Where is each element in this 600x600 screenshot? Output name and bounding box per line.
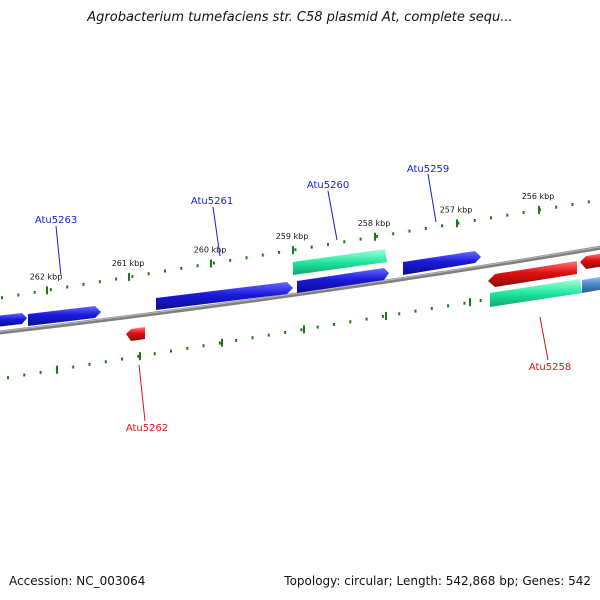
gene-label-atu5263[interactable]: Atu5263 bbox=[35, 215, 77, 226]
gene-arrow[interactable] bbox=[0, 313, 27, 327]
forward-genes bbox=[0, 249, 481, 327]
gene-arrow[interactable] bbox=[28, 306, 101, 326]
map-title: Agrobacterium tumefaciens str. C58 plasm… bbox=[87, 10, 513, 25]
gene-arrow[interactable] bbox=[297, 268, 389, 293]
scale-label: 259 kbp bbox=[276, 232, 309, 241]
sequence-summary: Topology: circular; Length: 542,868 bp; … bbox=[284, 574, 591, 588]
gene-label-atu5262[interactable]: Atu5262 bbox=[126, 423, 168, 434]
reverse-genes bbox=[126, 253, 600, 341]
gene-label-atu5258[interactable]: Atu5258 bbox=[529, 362, 571, 373]
gene-arrow[interactable] bbox=[490, 279, 582, 307]
scale-label: 257 kbp bbox=[440, 205, 473, 214]
gene-label-atu5259[interactable]: Atu5259 bbox=[407, 164, 449, 175]
scale-label: 261 kbp bbox=[112, 259, 145, 268]
gene-arrow[interactable] bbox=[156, 282, 293, 310]
gene-arrow[interactable] bbox=[126, 327, 145, 341]
gene-arrow[interactable] bbox=[403, 251, 481, 275]
scale-label: 260 kbp bbox=[194, 246, 227, 255]
sequence-backbone-highlight bbox=[0, 246, 600, 332]
gene-arrow[interactable] bbox=[582, 276, 600, 293]
sequence-backbone bbox=[0, 245, 600, 335]
gene-leaders bbox=[55, 173, 549, 422]
scale-label: 258 kbp bbox=[358, 219, 391, 228]
gene-label-atu5261[interactable]: Atu5261 bbox=[191, 196, 233, 207]
gene-arrow[interactable] bbox=[293, 249, 387, 275]
scale-labels: 262 kbp 261 kbp 260 kbp 259 kbp 258 kbp 257 k… bbox=[30, 192, 555, 281]
scale-label: 256 kbp bbox=[522, 192, 555, 201]
gene-label-atu5260[interactable]: Atu5260 bbox=[307, 180, 349, 191]
gene-arrow[interactable] bbox=[580, 253, 600, 269]
scale-label: 262 kbp bbox=[30, 272, 63, 281]
accession-label: Accession: NC_003064 bbox=[9, 574, 146, 588]
gene-arrow[interactable] bbox=[488, 261, 577, 287]
